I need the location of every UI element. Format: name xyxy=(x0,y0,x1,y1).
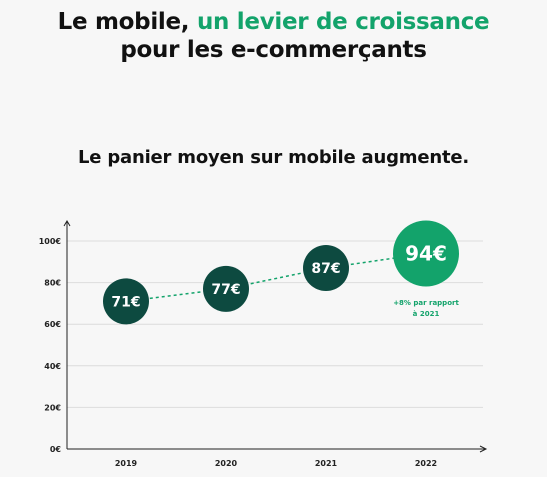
data-label: 87€ xyxy=(311,261,340,277)
headline-part-1: Le mobile, xyxy=(57,9,197,35)
y-tick-label: 100€ xyxy=(39,237,62,246)
data-point xyxy=(203,265,249,312)
data-label: 77€ xyxy=(211,282,240,298)
headline-line-2: pour les e-commerçants xyxy=(120,37,427,63)
y-tick-label: 60€ xyxy=(44,320,61,329)
x-tick-label: 2020 xyxy=(215,459,238,468)
data-label: 94€ xyxy=(405,241,447,265)
x-axis-arrow xyxy=(479,445,488,453)
y-tick-label: 0€ xyxy=(50,445,62,454)
data-label: 71€ xyxy=(111,294,140,310)
data-point xyxy=(303,245,349,292)
annotation-line-2: à 2021 xyxy=(413,310,440,318)
y-tick-label: 40€ xyxy=(44,362,61,371)
x-tick-label: 2021 xyxy=(315,459,338,468)
x-tick-label: 2019 xyxy=(115,459,138,468)
page-headline: Le mobile, un levier de croissance pour … xyxy=(0,8,547,64)
x-tick-label: 2022 xyxy=(415,459,437,468)
highlight-point xyxy=(393,220,459,287)
headline-line-1: Le mobile, un levier de croissance xyxy=(0,8,547,36)
y-tick-label: 20€ xyxy=(44,403,61,412)
annotation-line-1: +8% par rapport xyxy=(393,299,459,307)
y-axis-arrow xyxy=(63,220,71,227)
chart-title: Le panier moyen sur mobile augmente. xyxy=(77,147,470,168)
y-tick-label: 80€ xyxy=(44,279,61,288)
headline-accent: un levier de croissance xyxy=(196,9,490,35)
trend-line xyxy=(125,252,427,303)
data-point xyxy=(103,278,149,325)
